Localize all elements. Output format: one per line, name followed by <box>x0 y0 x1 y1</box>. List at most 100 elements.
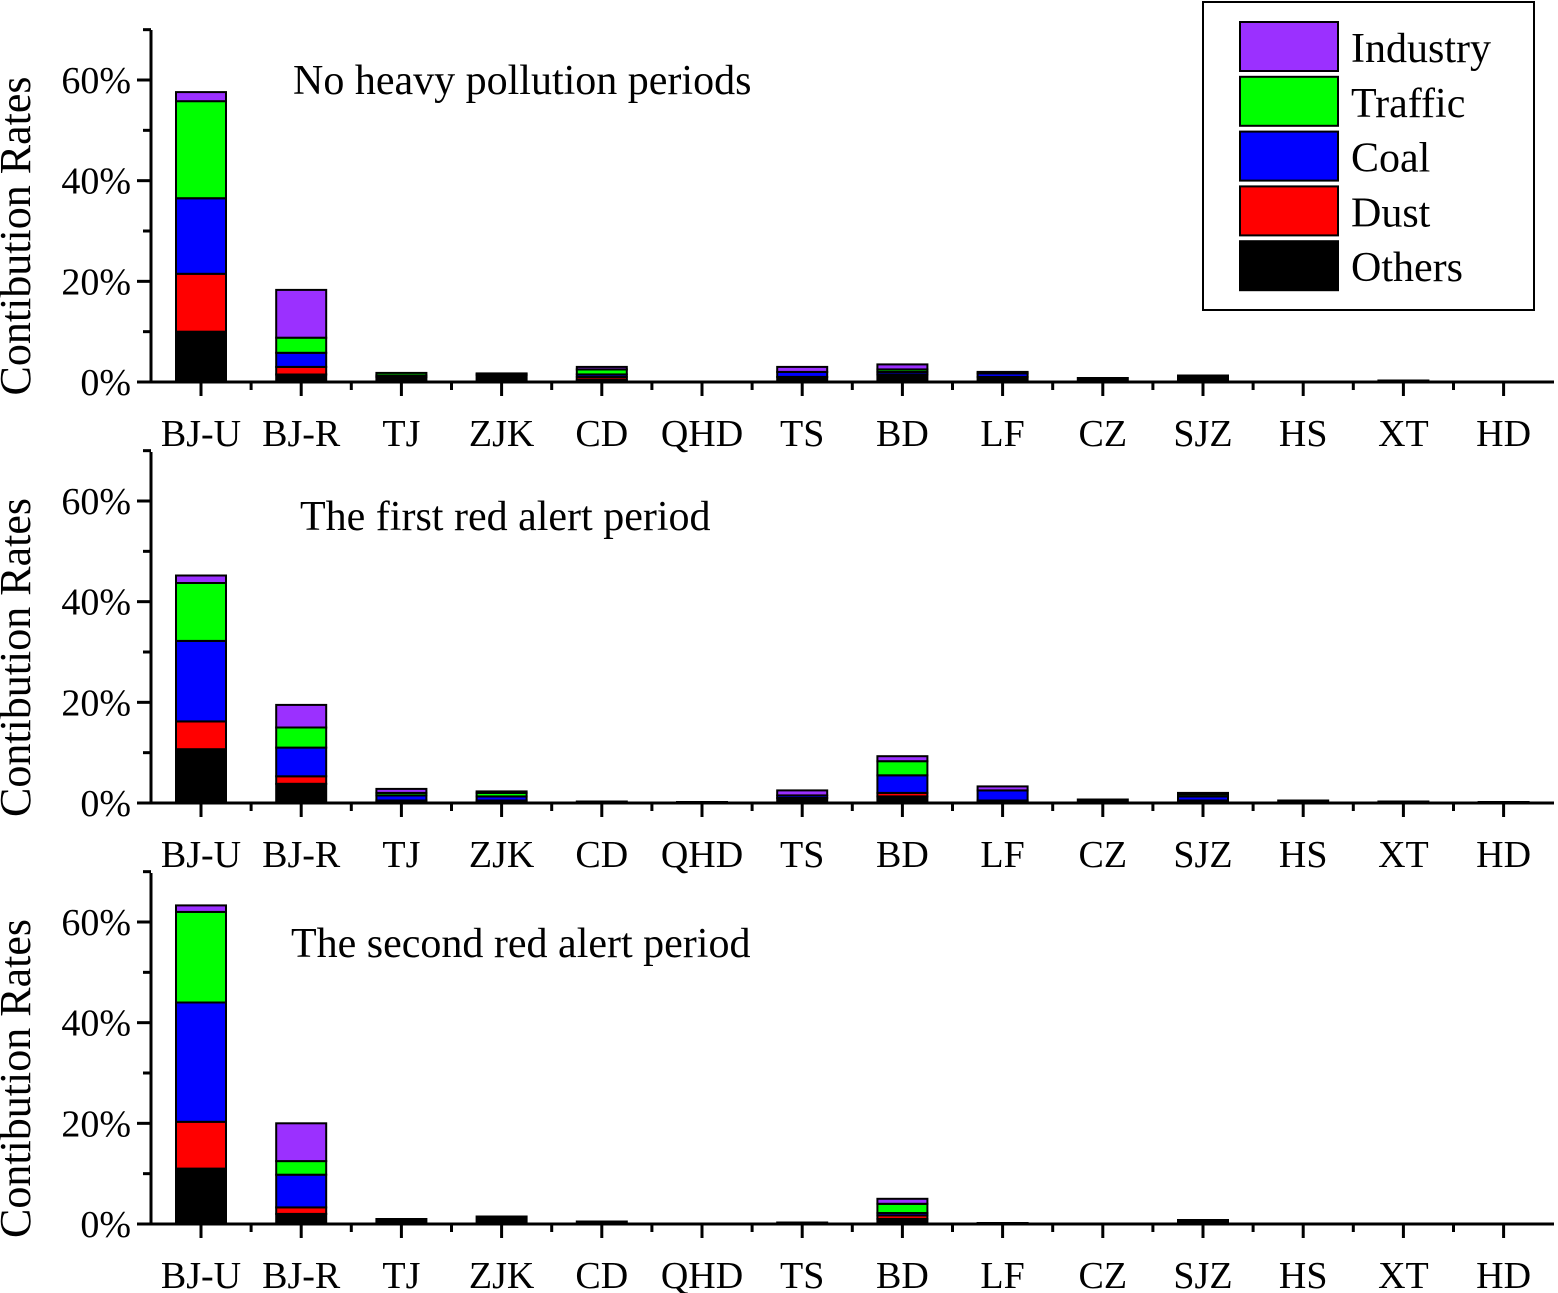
x-tick-label: QHD <box>661 1255 743 1293</box>
bar-industry-bj-r <box>275 1122 328 1163</box>
x-tick-label: LF <box>980 413 1024 455</box>
y-axis-label: Contibution Rates <box>0 77 40 396</box>
bar-coal-lf <box>976 789 1029 802</box>
chart-legend: Industry Traffic Coal Dust Others <box>1202 1 1535 311</box>
bar-industry-bj-u <box>175 574 227 584</box>
bar-others-bj-u <box>175 748 227 804</box>
bar-traffic-bd <box>876 1202 929 1215</box>
bar-traffic-bj-r <box>275 1160 328 1176</box>
bar-dust-bj-u <box>175 720 227 751</box>
panel-title: No heavy pollution periods <box>293 58 751 104</box>
bar-coal-bj-r <box>275 1173 328 1209</box>
bar-coal-sjz <box>1177 374 1229 378</box>
x-tick-label: ZJK <box>469 1255 535 1293</box>
x-tick-label: ZJK <box>469 413 535 455</box>
bar-industry-bj-r <box>275 703 328 729</box>
y-tick-label: 0% <box>80 1204 131 1246</box>
x-tick-label: XT <box>1378 834 1429 876</box>
x-tick-label: BJ-R <box>262 834 341 876</box>
bar-dust-bj-r <box>275 775 328 785</box>
bar-coal-bj-u <box>175 197 227 275</box>
bar-industry-bd <box>876 755 929 763</box>
x-tick-label: SJZ <box>1173 413 1232 455</box>
y-tick-label: 60% <box>61 60 131 102</box>
legend-swatch-dust <box>1239 185 1339 237</box>
x-tick-label: BD <box>876 413 929 455</box>
x-tick-label: TJ <box>382 1255 420 1293</box>
panel-title: The first red alert period <box>300 494 710 540</box>
bar-traffic-bj-r <box>275 336 328 354</box>
x-tick-label: ZJK <box>469 834 535 876</box>
bar-traffic-bd <box>876 760 929 777</box>
bar-industry-zjk <box>475 790 528 794</box>
x-tick-label: CD <box>575 1255 628 1293</box>
y-tick-label: 60% <box>61 481 131 523</box>
x-tick-label: HD <box>1476 413 1531 455</box>
y-tick-label: 40% <box>61 161 131 203</box>
bar-traffic-bj-u <box>175 582 227 642</box>
chart-panels: 0% 20% 40% 60% BJ-U BJ-R TJ ZJK CD QHD TS BD LF CZ SJZ… <box>0 28 1554 1293</box>
x-tick-label: XT <box>1378 1255 1429 1293</box>
x-tick-label: SJZ <box>1173 834 1232 876</box>
bar-traffic-bj-u <box>175 910 227 1004</box>
x-tick-label: TS <box>780 413 824 455</box>
x-tick-label: HD <box>1476 1255 1531 1293</box>
x-tick-label: CD <box>575 834 628 876</box>
bar-industry-lf <box>976 785 1029 792</box>
x-tick-label: CZ <box>1079 413 1128 455</box>
x-tick-label: BJ-U <box>161 413 241 455</box>
y-axis-label: Contibution Rates <box>0 498 40 817</box>
x-tick-label: XT <box>1378 413 1429 455</box>
bar-industry-bd <box>876 1197 929 1205</box>
x-tick-label: CZ <box>1079 1255 1128 1293</box>
bar-industry-bj-r <box>275 288 328 339</box>
y-tick-label: 40% <box>61 1003 131 1045</box>
legend-label-dust: Dust <box>1351 190 1431 236</box>
y-axis-label: Contibution Rates <box>0 919 40 1238</box>
bar-dust-bj-u <box>175 272 227 333</box>
bar-industry-bd <box>876 363 929 371</box>
x-tick-label: BJ-R <box>262 1255 341 1293</box>
x-tick-label: LF <box>980 834 1024 876</box>
x-tick-label: LF <box>980 1255 1024 1293</box>
bar-dust-bj-u <box>175 1120 227 1170</box>
bar-industry-ts <box>776 789 829 797</box>
x-tick-label: SJZ <box>1173 1255 1232 1293</box>
y-tick-label: 0% <box>80 783 131 825</box>
x-tick-label: QHD <box>661 834 743 876</box>
legend-swatch-others <box>1239 240 1339 292</box>
bar-others-bj-u <box>175 1167 227 1225</box>
bar-traffic-tj <box>375 371 428 377</box>
x-tick-label: TS <box>780 834 824 876</box>
y-tick-label: 20% <box>61 1103 131 1145</box>
legend-label-coal: Coal <box>1351 136 1430 182</box>
x-tick-label: HS <box>1279 413 1328 455</box>
bar-coal-zjk <box>475 372 528 376</box>
bar-coal-bj-r <box>275 746 328 778</box>
x-tick-label: CZ <box>1079 834 1128 876</box>
y-tick-label: 60% <box>61 902 131 944</box>
panel-title: The second red alert period <box>291 921 750 967</box>
chart-panel-3: 0% 20% 40% 60% BJ-U BJ-R TJ ZJK CD QHD TS BD LF CZ SJZ… <box>0 870 1554 1293</box>
legend-swatch-coal <box>1239 130 1339 182</box>
legend-swatch-traffic <box>1239 75 1339 127</box>
bar-traffic-bj-r <box>275 726 328 749</box>
x-tick-label: BJ-U <box>161 834 241 876</box>
x-tick-label: TS <box>780 1255 824 1293</box>
chart-panel-2: 0% 20% 40% 60% BJ-U BJ-R TJ ZJK CD QHD TS BD LF CZ SJZ… <box>0 449 1554 876</box>
bar-others-bj-r <box>275 1212 328 1226</box>
bar-coal-bj-u <box>175 639 227 723</box>
chart-panel-1: 0% 20% 40% 60% BJ-U BJ-R TJ ZJK CD QHD TS BD LF CZ SJZ… <box>0 28 1554 455</box>
bar-coal-bj-u <box>175 1001 227 1123</box>
bar-others-bj-u <box>175 330 227 384</box>
bar-industry-bj-u <box>175 91 227 103</box>
bar-industry-bj-u <box>175 904 227 913</box>
x-tick-label: HD <box>1476 834 1531 876</box>
y-tick-label: 40% <box>61 582 131 624</box>
y-tick-label: 0% <box>80 362 131 404</box>
x-tick-label: TJ <box>382 834 420 876</box>
x-tick-label: CD <box>575 413 628 455</box>
x-tick-label: BJ-U <box>161 1255 241 1293</box>
x-tick-label: TJ <box>382 413 420 455</box>
bar-traffic-bj-u <box>175 100 227 200</box>
